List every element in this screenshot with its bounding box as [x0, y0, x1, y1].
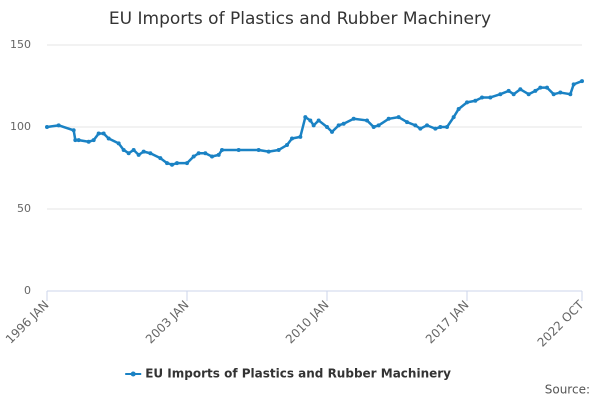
legend-label: EU Imports of Plastics and Rubber Machin… — [145, 367, 451, 381]
x-tick-label: 2003 JAN — [143, 298, 192, 347]
x-tick-label: 2017 JAN — [423, 298, 472, 347]
data-point — [351, 116, 356, 121]
data-point — [365, 118, 369, 123]
data-point — [298, 134, 303, 139]
data-point — [341, 121, 346, 126]
data-point — [91, 138, 96, 143]
data-point — [45, 125, 49, 129]
data-point — [538, 85, 543, 90]
data-point — [551, 92, 556, 97]
data-point — [506, 88, 511, 93]
data-point — [158, 156, 163, 161]
y-tick-label: 50 — [17, 202, 31, 215]
data-point — [141, 149, 146, 154]
data-point — [425, 123, 429, 128]
data-point — [396, 115, 401, 120]
data-point — [106, 136, 111, 141]
data-point — [418, 126, 423, 131]
data-point — [76, 138, 81, 143]
data-point — [386, 116, 391, 121]
data-point — [96, 131, 101, 136]
data-point — [220, 147, 224, 152]
data-point — [290, 136, 294, 141]
data-point — [256, 147, 261, 152]
data-point — [131, 147, 136, 152]
data-point — [445, 125, 449, 129]
data-point — [456, 106, 461, 111]
data-point — [438, 125, 443, 129]
data-point — [526, 92, 531, 97]
data-point — [175, 161, 179, 166]
data-point — [511, 92, 516, 97]
data-point — [116, 141, 121, 146]
data-point — [533, 88, 538, 93]
data-point — [465, 100, 469, 105]
chart-title: EU Imports of Plastics and Rubber Machin… — [109, 9, 491, 29]
data-point — [126, 151, 131, 156]
data-point — [216, 152, 221, 157]
data-point — [336, 123, 341, 128]
data-point — [203, 151, 208, 156]
source: Source: — [545, 383, 590, 397]
data-point — [191, 154, 196, 159]
data-point — [236, 147, 241, 152]
data-point — [498, 92, 503, 97]
data-point — [101, 131, 106, 136]
data-point — [303, 115, 308, 120]
data-point — [210, 154, 214, 159]
data-point — [571, 82, 576, 87]
data-point — [121, 147, 126, 152]
data-point — [568, 92, 573, 97]
legend-marker — [130, 371, 136, 377]
data-point — [405, 120, 409, 125]
data-point — [311, 123, 316, 128]
data-point — [376, 123, 381, 128]
x-tick-label: 2010 JAN — [283, 298, 332, 347]
data-point — [580, 79, 584, 84]
x-tick-label: 2022 OCT — [535, 297, 587, 349]
data-point — [451, 115, 456, 120]
y-tick-label: 150 — [10, 38, 31, 51]
data-point — [285, 143, 289, 148]
data-point — [558, 90, 563, 95]
data-point — [276, 147, 281, 152]
data-point — [165, 161, 169, 166]
data-point — [170, 162, 174, 167]
data-point — [185, 161, 189, 166]
data-point — [266, 149, 271, 154]
data-point — [196, 151, 201, 156]
data-point — [86, 139, 91, 144]
data-point — [371, 125, 376, 129]
data-point — [488, 95, 493, 100]
y-tick-label: 100 — [10, 120, 31, 133]
data-point — [518, 87, 523, 92]
data-point — [413, 123, 418, 128]
data-point — [308, 118, 313, 123]
data-point — [545, 85, 549, 90]
data-point — [316, 118, 321, 123]
data-point — [480, 95, 484, 100]
data-point — [330, 129, 334, 134]
data-point — [473, 98, 478, 103]
y-tick-label: 0 — [24, 284, 31, 297]
data-point — [433, 126, 438, 131]
x-tick-label: 1996 JAN — [3, 298, 52, 347]
data-point — [325, 125, 329, 129]
data-point — [56, 123, 61, 128]
data-point — [148, 151, 153, 156]
data-point — [136, 152, 141, 157]
data-point — [73, 138, 78, 143]
data-point — [71, 128, 76, 133]
